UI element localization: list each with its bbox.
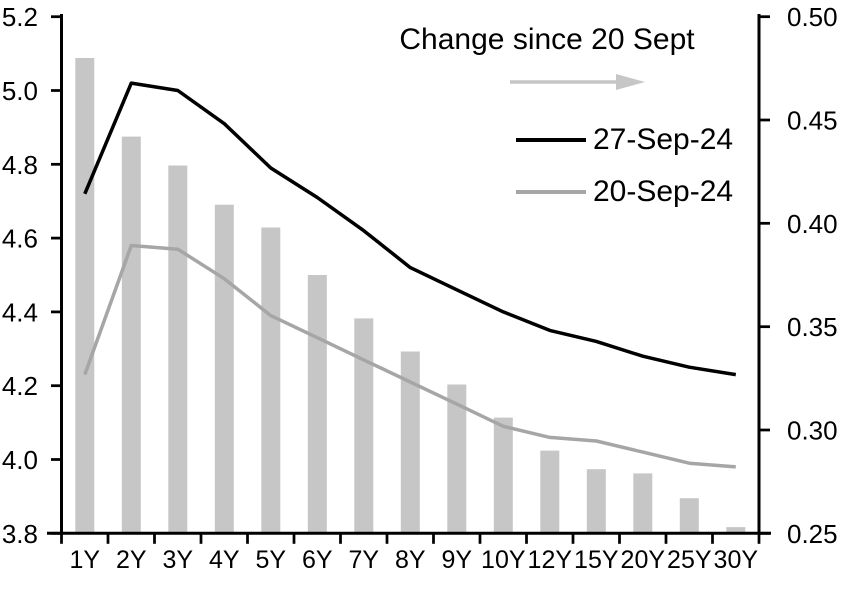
left-axis-tick-label: 4.6 (2, 224, 38, 254)
line-20-sep-24 (83, 243, 736, 469)
bar-3Y (168, 165, 188, 534)
right-axis-tick-label: 0.25 (787, 519, 838, 549)
bar-2Y (121, 136, 141, 534)
line-27-sep-24 (83, 81, 737, 377)
x-axis-label-8Y: 8Y (395, 546, 426, 574)
bar-1Y (75, 58, 95, 534)
bar-6Y (307, 275, 327, 534)
x-axis-label-30Y: 30Y (714, 546, 759, 574)
right-axis-tick-label: 0.50 (787, 2, 838, 32)
x-axis-label-15Y: 15Y (574, 546, 619, 574)
x-axis-label-1Y: 1Y (70, 546, 101, 574)
bar-8Y (400, 351, 420, 534)
bar-4Y (214, 204, 234, 534)
bar-25Y (679, 498, 699, 534)
left-axis-tick-label: 4.8 (2, 150, 38, 180)
bar-7Y (354, 318, 374, 534)
bar-20Y (633, 473, 653, 534)
x-axis-label-7Y: 7Y (349, 546, 380, 574)
right-axis-tick-label: 0.40 (787, 209, 838, 239)
bar-12Y (540, 450, 560, 534)
x-axis-label-9Y: 9Y (442, 546, 473, 574)
x-axis-label-6Y: 6Y (302, 546, 333, 574)
left-axis-tick-label: 3.8 (2, 519, 38, 549)
bar-5Y (261, 227, 281, 534)
bar-30Y (726, 527, 746, 534)
right-axis-tick-label: 0.35 (787, 312, 838, 342)
x-axis-label-25Y: 25Y (667, 546, 712, 574)
x-axis-label-3Y: 3Y (163, 546, 194, 574)
x-axis-label-2Y: 2Y (116, 546, 147, 574)
left-axis-tick-label: 5.2 (2, 2, 38, 32)
right-axis-tick-label: 0.45 (787, 106, 838, 136)
bar-15Y (586, 469, 606, 534)
left-axis-tick-label: 4.4 (2, 297, 38, 327)
bar-10Y (493, 417, 513, 534)
x-axis-label-4Y: 4Y (209, 546, 240, 574)
x-axis-label-5Y: 5Y (256, 546, 287, 574)
left-axis-tick-label: 4.0 (2, 445, 38, 475)
x-axis-label-20Y: 20Y (621, 546, 666, 574)
x-axis-label-12Y: 12Y (528, 546, 573, 574)
left-axis-tick-label: 5.0 (2, 76, 38, 106)
x-axis-label-10Y: 10Y (481, 546, 526, 574)
left-axis-tick-label: 4.2 (2, 371, 38, 401)
right-axis-tick-label: 0.30 (787, 416, 838, 446)
bar-9Y (447, 384, 467, 534)
